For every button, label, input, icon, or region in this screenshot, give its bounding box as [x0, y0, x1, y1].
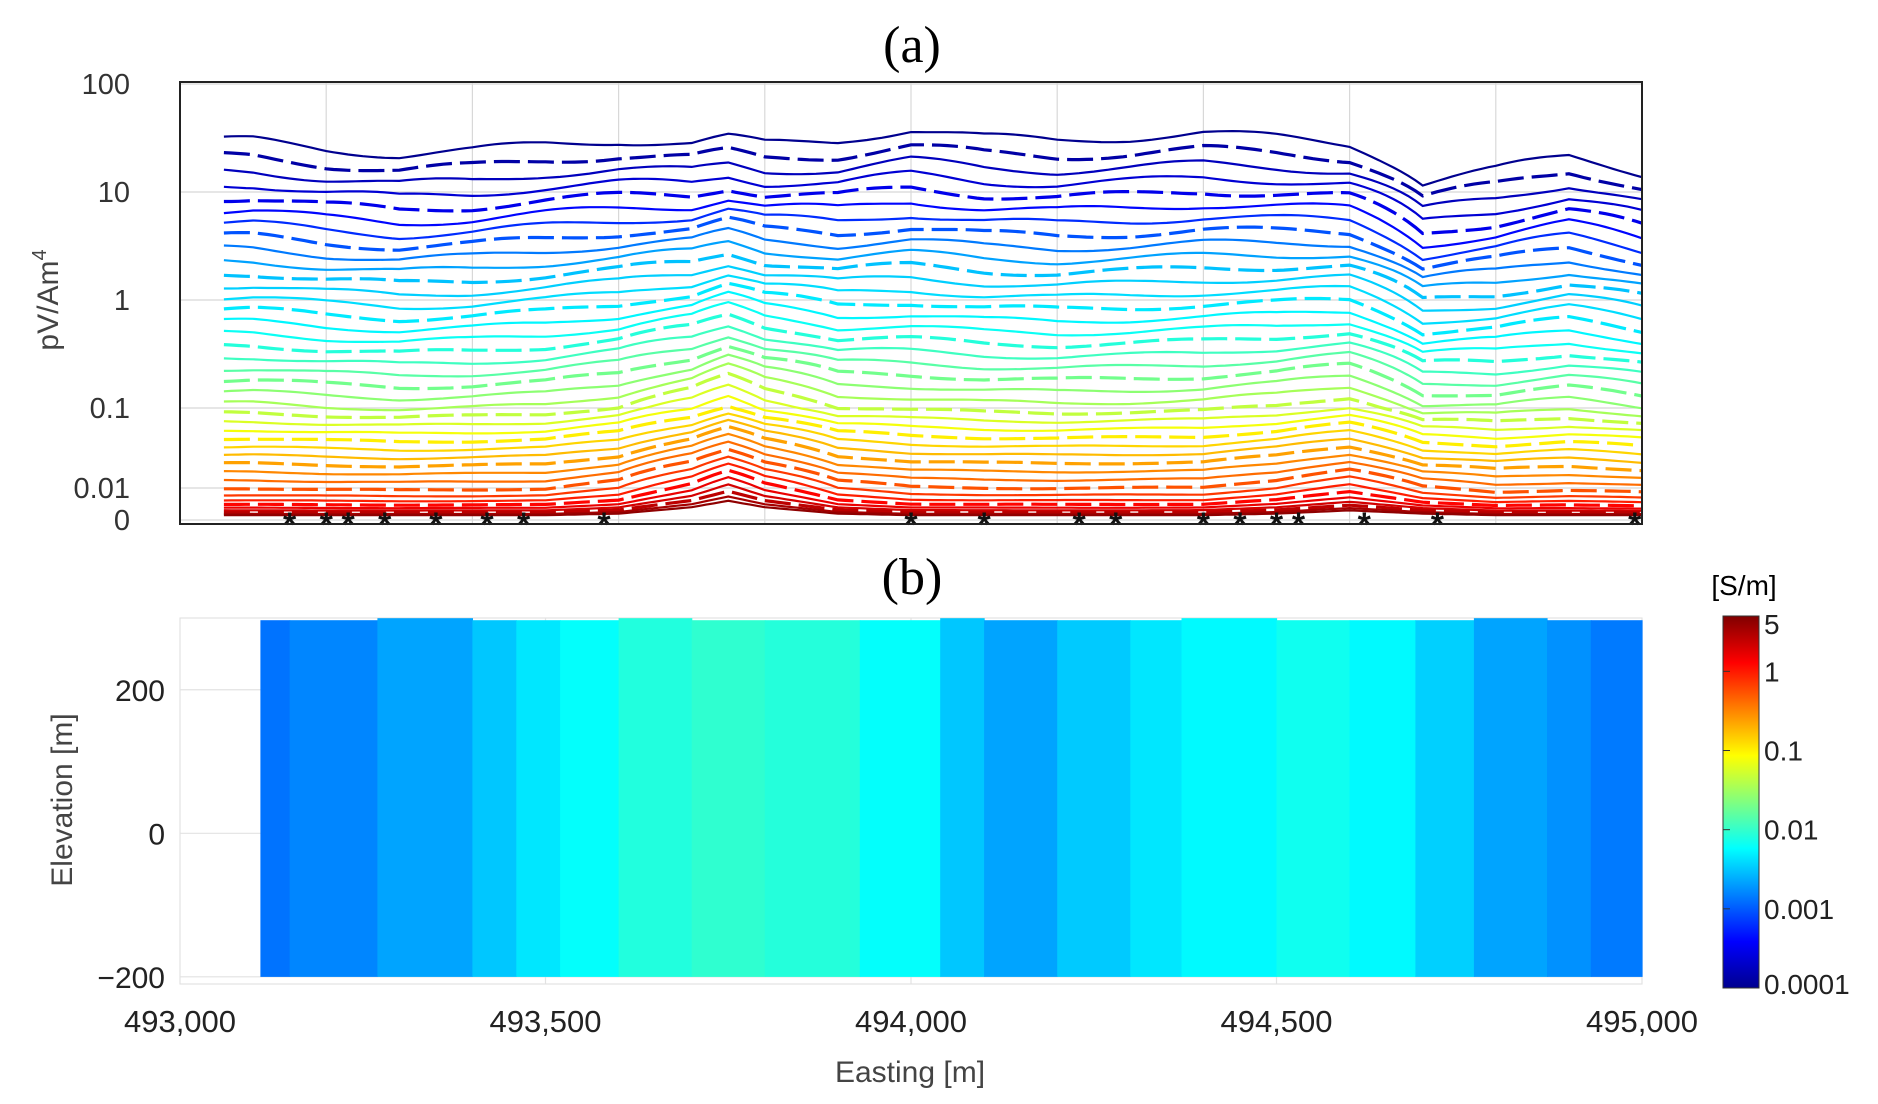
y-tick-label: 0.01: [74, 473, 130, 505]
colorbar: [S/m] 5 1 0.1 0.01 0.001 0.0001: [1711, 570, 1849, 1000]
conductivity-column: [859, 620, 941, 977]
y-tick-label: 0: [114, 505, 130, 537]
decay-curve-gate-3: [223, 155, 1642, 208]
colorbar-gradient: [1722, 615, 1760, 989]
x-tick-label: 494,000: [855, 1004, 967, 1039]
x-tick-label: 494,500: [1220, 1004, 1332, 1039]
colorbar-ticks: 5 1 0.1 0.01 0.001 0.0001: [1723, 609, 1850, 1000]
decay-curve-gate-19: [223, 336, 1642, 387]
decay-curve-gate-34: [223, 462, 1642, 504]
panel-b: (b) 200 0 −200 493,000 493,500 494,000 494,50…: [46, 549, 1698, 1089]
decay-curve-gate-10: [223, 239, 1642, 288]
panel-a-title: (a): [883, 17, 941, 74]
decay-curve-gate-24: [223, 383, 1642, 432]
conductivity-column: [764, 620, 861, 977]
y-tick-label: 100: [82, 69, 130, 101]
decay-curve-gate-15: [223, 290, 1642, 346]
conductivity-column: [1057, 620, 1131, 977]
decay-curve-gate-28: [223, 418, 1642, 464]
decay-curve-gate-8: [223, 215, 1642, 271]
decay-curve-gate-36: [223, 476, 1642, 510]
panel-b-y-axis-label: Elevation [m]: [46, 713, 79, 886]
panel-b-y-ticks: 200 0 −200: [97, 675, 165, 995]
decay-curve-gate-6: [223, 199, 1642, 250]
y-tick-label: 10: [98, 177, 130, 209]
decay-curve-gate-12: [223, 265, 1642, 312]
decay-curve-gate-40: [223, 499, 1642, 517]
decay-curve-gate-30: [223, 432, 1642, 479]
decay-curve-gate-25: [223, 394, 1642, 440]
y-tick-label: −200: [97, 962, 165, 995]
decay-curve-gate-4: [223, 169, 1642, 220]
panel-a-decay-curves: [223, 129, 1642, 517]
y-tick-label: 1: [114, 285, 130, 317]
conductivity-column: [1276, 620, 1351, 977]
decay-curve-gate-37: [223, 483, 1642, 512]
y-tick-label: 200: [115, 675, 165, 708]
decay-curve-gate-29: [223, 424, 1642, 473]
panel-a-axes-frame: [179, 81, 1643, 525]
x-tick-label: 493,000: [124, 1004, 236, 1039]
decay-curve-gate-31: [223, 440, 1642, 486]
decay-curve-gate-26: [223, 404, 1642, 449]
conductivity-column: [1130, 620, 1183, 977]
panel-b-conductivity-section: [260, 618, 1643, 977]
decay-curve-gate-17: [223, 312, 1642, 364]
decay-curve-gate-35: [223, 468, 1642, 508]
colorbar-label: [S/m]: [1711, 570, 1776, 601]
conductivity-column: [1181, 618, 1278, 977]
decay-curve-gate-5: [223, 185, 1642, 236]
panel-b-title: (b): [882, 549, 943, 606]
colorbar-tick-label: 0.01: [1764, 815, 1819, 846]
decay-curve-gate-20: [223, 344, 1642, 398]
colorbar-tick-label: 0.0001: [1764, 969, 1850, 1000]
decay-curve-gate-39: [223, 495, 1642, 516]
conductivity-column: [691, 620, 766, 977]
conductivity-column: [618, 618, 693, 977]
panel-b-x-axis-label: Easting [m]: [835, 1056, 985, 1089]
conductivity-column: [260, 620, 291, 977]
decay-curve-gate-11: [223, 252, 1642, 300]
decay-curve-gate-22: [223, 362, 1642, 418]
panel-a-y-axis-label: pV/Am4: [29, 249, 65, 350]
decay-curve-gate-16: [223, 300, 1642, 355]
decay-curve-gate-9: [223, 226, 1642, 279]
colorbar-tick-label: 5: [1764, 609, 1780, 640]
conductivity-column: [560, 620, 620, 977]
decay-curve-gate-13: [223, 274, 1642, 325]
conductivity-column: [984, 620, 1058, 977]
colorbar-tick-label: 1: [1764, 656, 1780, 687]
decay-curve-gate-21: [223, 353, 1642, 410]
conductivity-column: [1473, 618, 1548, 977]
conductivity-column: [289, 620, 378, 977]
conductivity-column: [516, 620, 561, 977]
decay-curve-gate-32: [223, 447, 1642, 495]
conductivity-column: [1590, 620, 1643, 977]
panel-a-y-ticks: 100 10 1 0.1 0.010: [74, 69, 130, 537]
conductivity-column: [377, 618, 473, 977]
conductivity-column: [1349, 620, 1416, 977]
decay-curve-gate-18: [223, 325, 1642, 376]
y-tick-label: 0: [148, 818, 165, 851]
y-tick-label: 0.1: [90, 393, 130, 425]
decay-curve-gate-27: [223, 412, 1642, 456]
colorbar-tick-label: 0.1: [1764, 736, 1803, 767]
colorbar-tick-label: 0.001: [1764, 894, 1834, 925]
panel-b-x-ticks: 493,000 493,500 494,000 494,500 495,000: [124, 1004, 1698, 1039]
conductivity-column: [1547, 620, 1592, 977]
decay-curve-gate-14: [223, 281, 1642, 337]
decay-curve-gate-33: [223, 455, 1642, 500]
decay-curve-gate-1: [223, 129, 1642, 187]
decay-curve-gate-2: [223, 143, 1642, 198]
x-tick-label: 493,500: [489, 1004, 601, 1039]
decay-curve-gate-7: [223, 207, 1642, 262]
conductivity-column: [1415, 620, 1475, 977]
decay-curve-gate-23: [223, 371, 1642, 425]
x-tick-label: 495,000: [1586, 1004, 1698, 1039]
conductivity-column: [472, 620, 517, 977]
conductivity-column: [940, 618, 985, 977]
